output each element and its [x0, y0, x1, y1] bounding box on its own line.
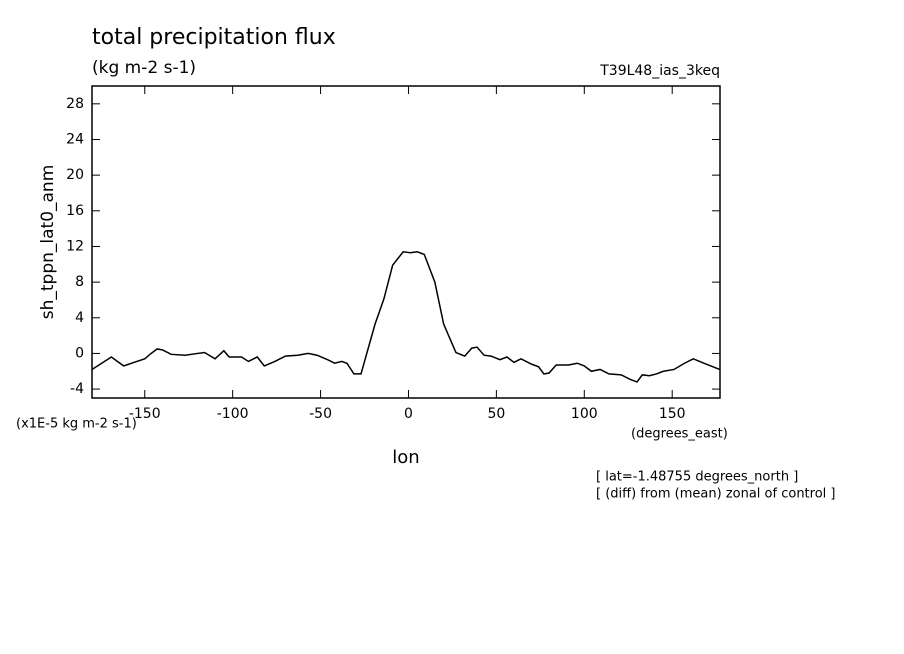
x-units: (degrees_east)	[631, 427, 728, 442]
x-tick-label: 0	[404, 406, 413, 422]
y-tick-label: 20	[66, 167, 84, 183]
x-tick-label: -100	[217, 406, 249, 422]
run-label: T39L48_ias_3keq	[599, 63, 720, 79]
y-tick-label: 0	[75, 345, 84, 361]
y-tick-label: 8	[75, 274, 84, 290]
x-axis-label: lon	[392, 447, 419, 468]
y-tick-label: 4	[75, 310, 84, 326]
y-tick-label: 24	[66, 131, 84, 147]
chart-subtitle: (kg m-2 s-1)	[92, 58, 196, 78]
y-tick-label: 12	[66, 238, 84, 254]
y-units: (x1E-5 kg m-2 s-1)	[16, 417, 137, 432]
x-tick-label: 150	[659, 406, 686, 422]
y-tick-label: 28	[66, 96, 84, 112]
note: [ (diff) from (mean) zonal of control ]	[596, 487, 835, 502]
x-tick-label: 100	[571, 406, 598, 422]
line	[91, 251, 720, 383]
x-tick-label: -150	[129, 406, 161, 422]
x-tick-label: -50	[309, 406, 332, 422]
note: [ lat=-1.48755 degrees_north ]	[596, 470, 798, 485]
x-tick-label: 50	[487, 406, 505, 422]
chart-title: total precipitation flux	[92, 25, 336, 50]
y-axis-label: sh_tppn_lat0_anm	[38, 165, 58, 320]
plot-frame	[91, 85, 721, 399]
y-tick-label: 16	[66, 203, 84, 219]
y-tick-label: -4	[70, 381, 84, 397]
